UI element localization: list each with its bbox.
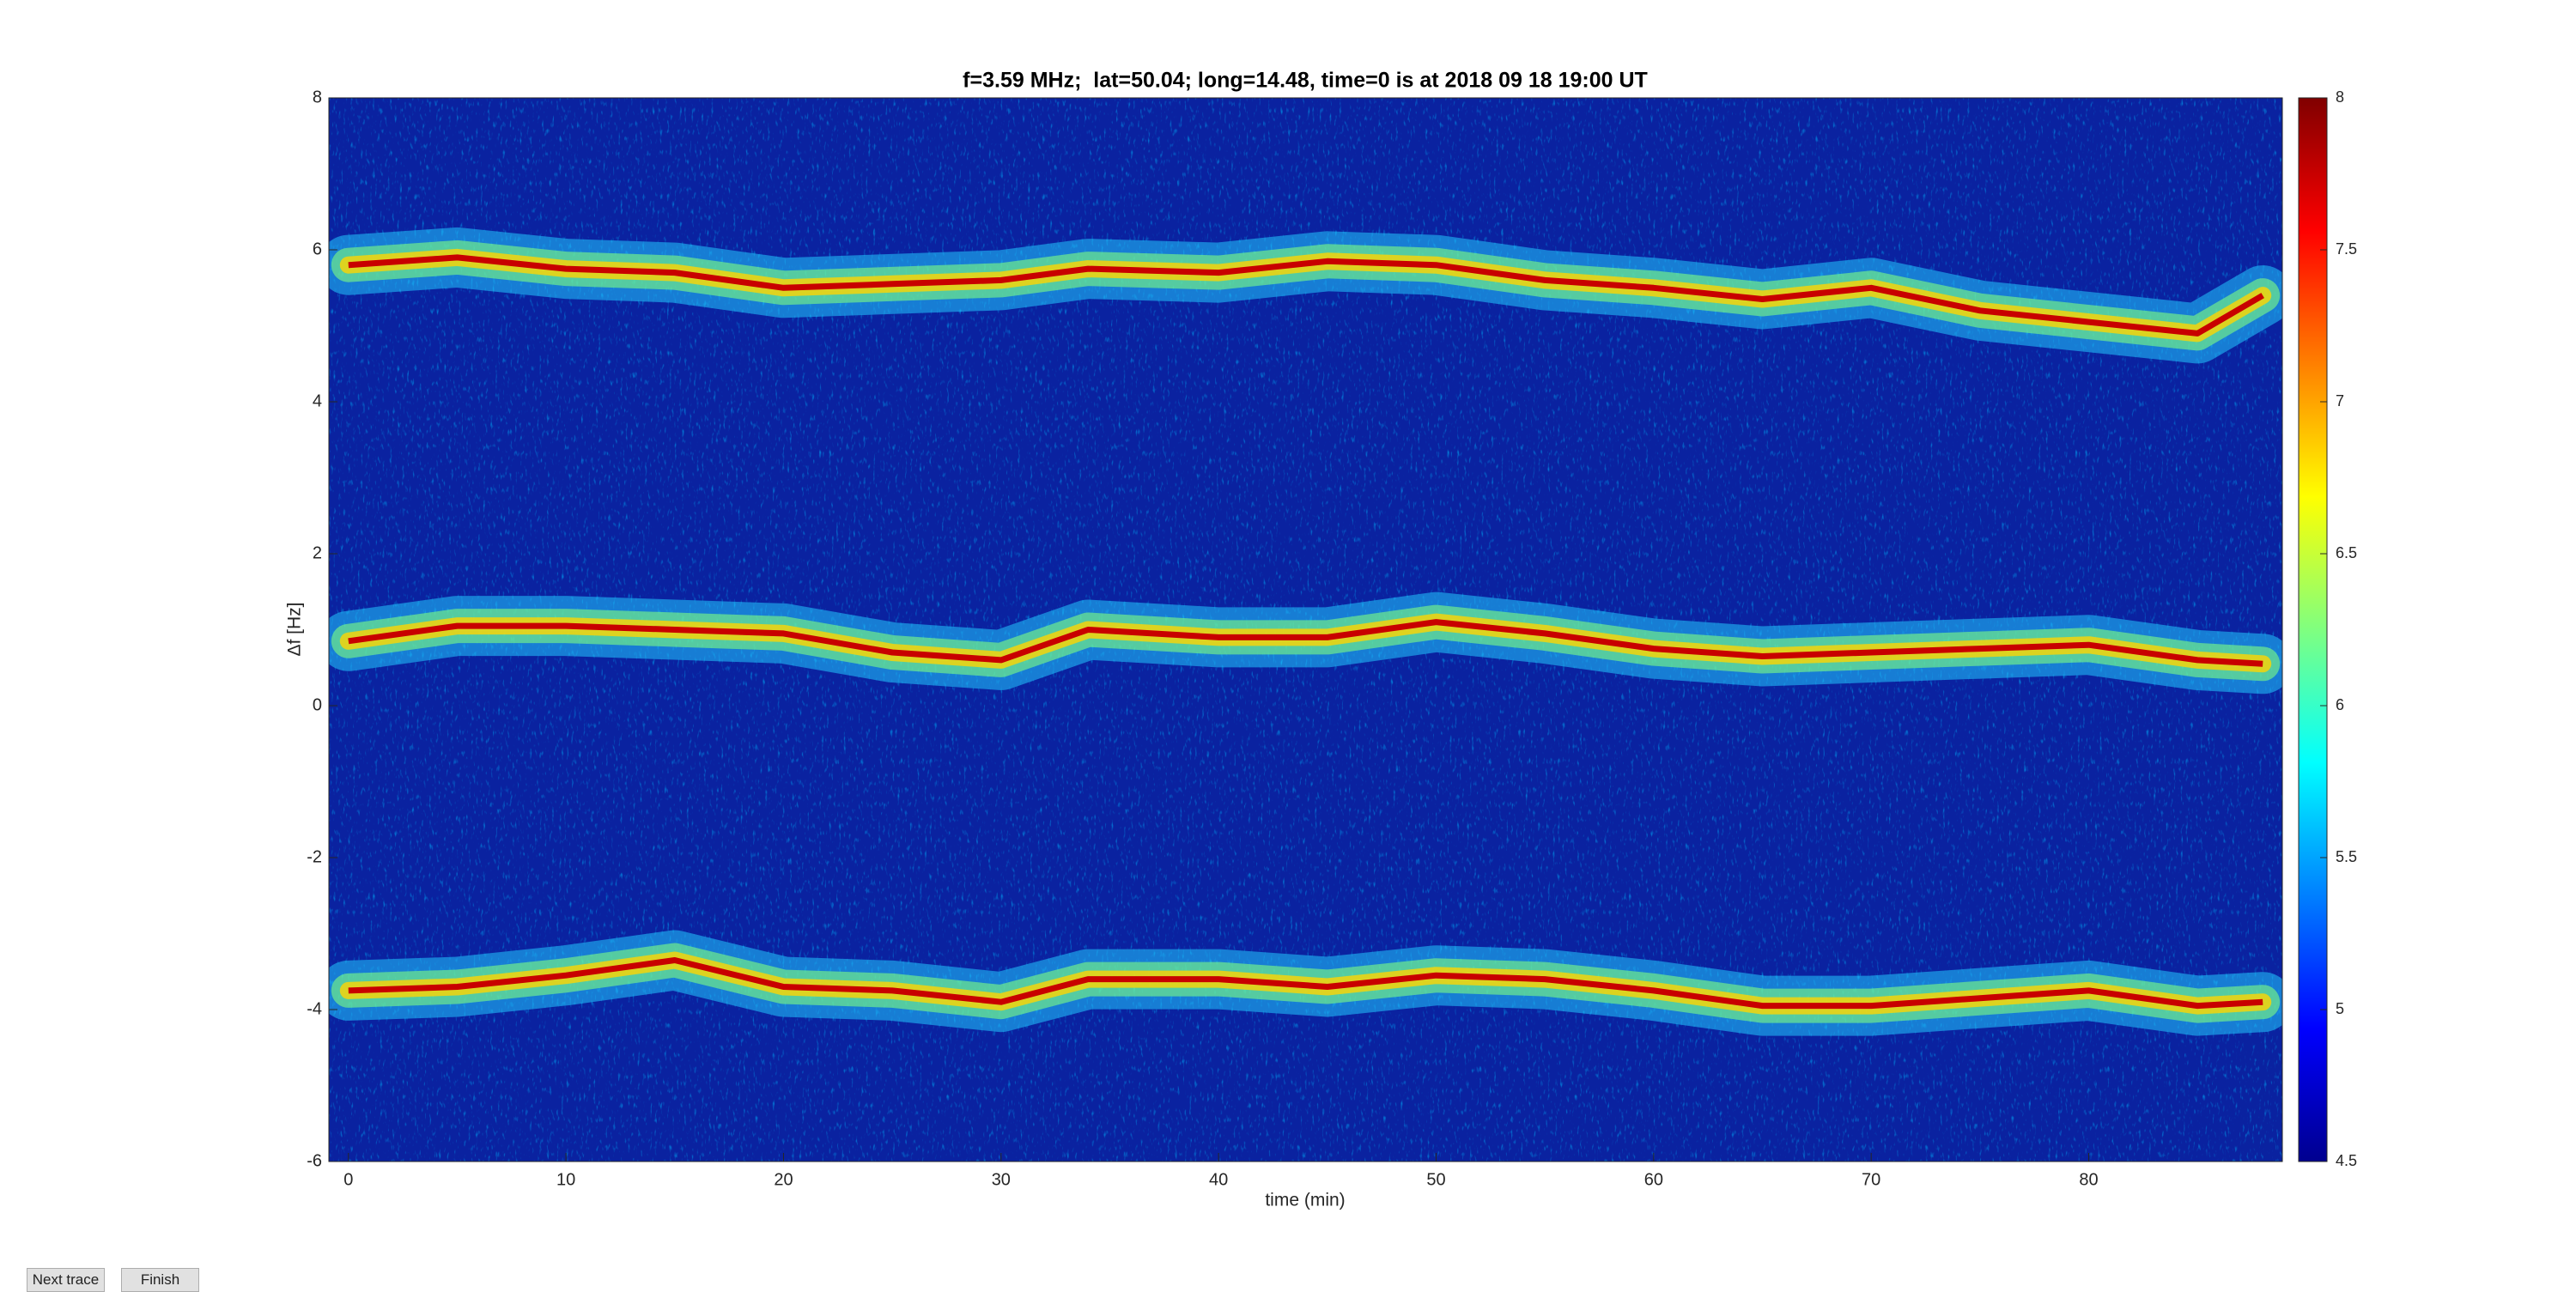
y-tick-label: -4 xyxy=(307,999,322,1018)
colorbar-tick-label: 5.5 xyxy=(2336,848,2357,865)
x-tick-label: 60 xyxy=(1644,1170,1663,1189)
x-tick-label: 20 xyxy=(774,1170,793,1189)
colorbar-tick-label: 7 xyxy=(2336,392,2344,409)
y-tick-label: 2 xyxy=(313,543,322,562)
x-tick-label: 30 xyxy=(992,1170,1011,1189)
x-tick-label: 80 xyxy=(2079,1170,2098,1189)
trace-line xyxy=(348,619,2263,667)
y-tick-label: 0 xyxy=(313,695,322,714)
y-tick-label: -6 xyxy=(307,1151,322,1170)
colorbar xyxy=(2298,97,2328,1162)
colorbar-tick-label: 4.5 xyxy=(2336,1152,2357,1169)
y-tick-label: 6 xyxy=(313,240,322,258)
colorbar-tick-label: 6 xyxy=(2336,696,2344,713)
plot-frame xyxy=(328,97,2283,1162)
colorbar-tick-label: 8 xyxy=(2336,88,2344,106)
x-axis-label: time (min) xyxy=(1265,1191,1345,1210)
y-tick-label: -2 xyxy=(307,847,322,866)
x-tick-label: 10 xyxy=(556,1170,575,1189)
x-tick-label: 0 xyxy=(343,1170,353,1189)
figure: f=3.59 MHz; lat=50.04; long=14.48, time=… xyxy=(285,69,2357,1210)
colorbar-tick-label: 6.5 xyxy=(2336,544,2357,561)
finish-button[interactable]: Finish xyxy=(121,1268,199,1292)
x-tick-label: 50 xyxy=(1426,1170,1445,1189)
y-tick-label: 8 xyxy=(313,88,322,106)
colorbar-tick-label: 5 xyxy=(2336,1000,2344,1017)
trace-line xyxy=(348,254,2264,337)
colorbar-tick-label: 7.5 xyxy=(2336,240,2357,258)
traces xyxy=(329,227,2282,1036)
next-trace-button[interactable]: Next trace xyxy=(27,1268,105,1292)
chart-title: f=3.59 MHz; lat=50.04; long=14.48, time=… xyxy=(963,69,1648,93)
y-axis-label: Δf [Hz] xyxy=(285,602,305,656)
trace-line xyxy=(348,957,2263,1010)
y-tick-label: 4 xyxy=(313,391,322,410)
x-tick-label: 40 xyxy=(1209,1170,1228,1189)
x-tick-label: 70 xyxy=(1862,1170,1880,1189)
